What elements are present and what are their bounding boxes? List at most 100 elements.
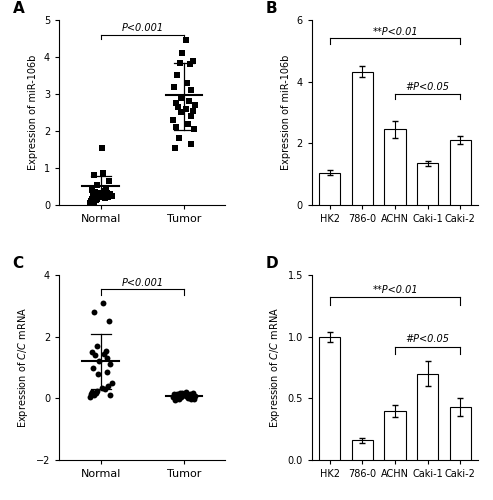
Point xyxy=(106,190,114,198)
Point xyxy=(105,382,112,390)
Point xyxy=(100,350,108,358)
Point xyxy=(89,190,97,198)
Bar xyxy=(450,140,471,205)
Bar xyxy=(319,172,341,205)
Point xyxy=(101,194,109,202)
Bar xyxy=(352,72,373,205)
Point xyxy=(185,392,193,400)
Bar xyxy=(417,164,438,205)
Point xyxy=(172,392,179,400)
Point xyxy=(186,60,194,68)
Point xyxy=(190,394,198,402)
Point xyxy=(172,99,179,107)
Point xyxy=(175,395,183,403)
Point xyxy=(92,389,100,397)
Point xyxy=(93,342,101,350)
Point xyxy=(187,86,195,94)
Bar xyxy=(319,337,341,460)
Point xyxy=(87,197,95,205)
Point xyxy=(177,94,185,102)
Point xyxy=(189,56,197,64)
Point xyxy=(90,392,98,400)
Point xyxy=(95,189,103,197)
Point xyxy=(105,177,113,185)
Point xyxy=(88,348,96,356)
Point xyxy=(171,396,178,404)
Point xyxy=(170,390,178,398)
Point xyxy=(187,140,195,148)
Point xyxy=(174,392,182,400)
Point xyxy=(187,390,195,398)
Y-axis label: Expression of $\mathit{C/C}$ mRNA: Expression of $\mathit{C/C}$ mRNA xyxy=(268,307,282,428)
Point xyxy=(182,36,190,44)
Point xyxy=(90,198,98,206)
Point xyxy=(184,120,192,128)
Point xyxy=(89,364,97,372)
Point xyxy=(102,186,109,194)
Point xyxy=(86,393,94,401)
Point xyxy=(178,389,186,397)
Bar xyxy=(385,130,406,205)
Text: P<0.001: P<0.001 xyxy=(121,278,163,288)
Point xyxy=(191,392,199,400)
Point xyxy=(171,144,178,152)
Point xyxy=(94,191,102,199)
Text: D: D xyxy=(265,256,278,270)
Point xyxy=(183,390,191,398)
Point xyxy=(107,192,115,200)
Point xyxy=(106,360,114,368)
Point xyxy=(99,170,107,177)
Text: **P<0.01: **P<0.01 xyxy=(372,27,418,37)
Point xyxy=(103,368,110,376)
Point xyxy=(103,190,110,198)
Point xyxy=(101,385,109,393)
Text: A: A xyxy=(13,0,24,16)
Point xyxy=(178,50,186,58)
Text: #P<0.05: #P<0.05 xyxy=(406,334,450,344)
Point xyxy=(94,194,102,202)
Point xyxy=(173,390,181,398)
Point xyxy=(105,318,113,326)
Point xyxy=(106,390,114,398)
Point xyxy=(176,390,184,398)
Point xyxy=(86,199,94,207)
Point xyxy=(186,393,194,401)
Point xyxy=(88,196,96,203)
Point xyxy=(186,112,194,120)
Y-axis label: Expression of miR-106b: Expression of miR-106b xyxy=(28,54,38,170)
Point xyxy=(99,299,107,307)
Point xyxy=(181,104,189,112)
Point xyxy=(91,351,99,359)
Point xyxy=(90,172,98,179)
Point xyxy=(95,358,103,366)
Point xyxy=(177,391,185,399)
Point xyxy=(104,354,111,362)
Point xyxy=(102,346,109,354)
Point xyxy=(87,390,95,398)
Point xyxy=(88,388,96,396)
Point xyxy=(94,370,102,378)
Point xyxy=(93,180,101,188)
Point xyxy=(186,390,194,398)
Point xyxy=(184,394,192,402)
Y-axis label: Expression of $\mathit{C/C}$ mRNA: Expression of $\mathit{C/C}$ mRNA xyxy=(16,307,30,428)
Point xyxy=(176,58,184,66)
Point xyxy=(176,392,184,400)
Bar xyxy=(352,440,373,460)
Point xyxy=(169,116,177,124)
Point xyxy=(105,192,112,200)
Text: **P<0.01: **P<0.01 xyxy=(372,285,418,295)
Text: #P<0.05: #P<0.05 xyxy=(406,82,450,92)
Point xyxy=(173,123,180,131)
Point xyxy=(91,188,99,196)
Point xyxy=(88,186,96,194)
Point xyxy=(175,134,183,142)
Point xyxy=(99,194,106,202)
Point xyxy=(173,72,181,80)
Point xyxy=(173,394,180,402)
Point xyxy=(176,108,184,116)
Text: P<0.001: P<0.001 xyxy=(121,24,163,34)
Bar xyxy=(450,407,471,460)
Point xyxy=(189,106,197,114)
Point xyxy=(174,103,182,111)
